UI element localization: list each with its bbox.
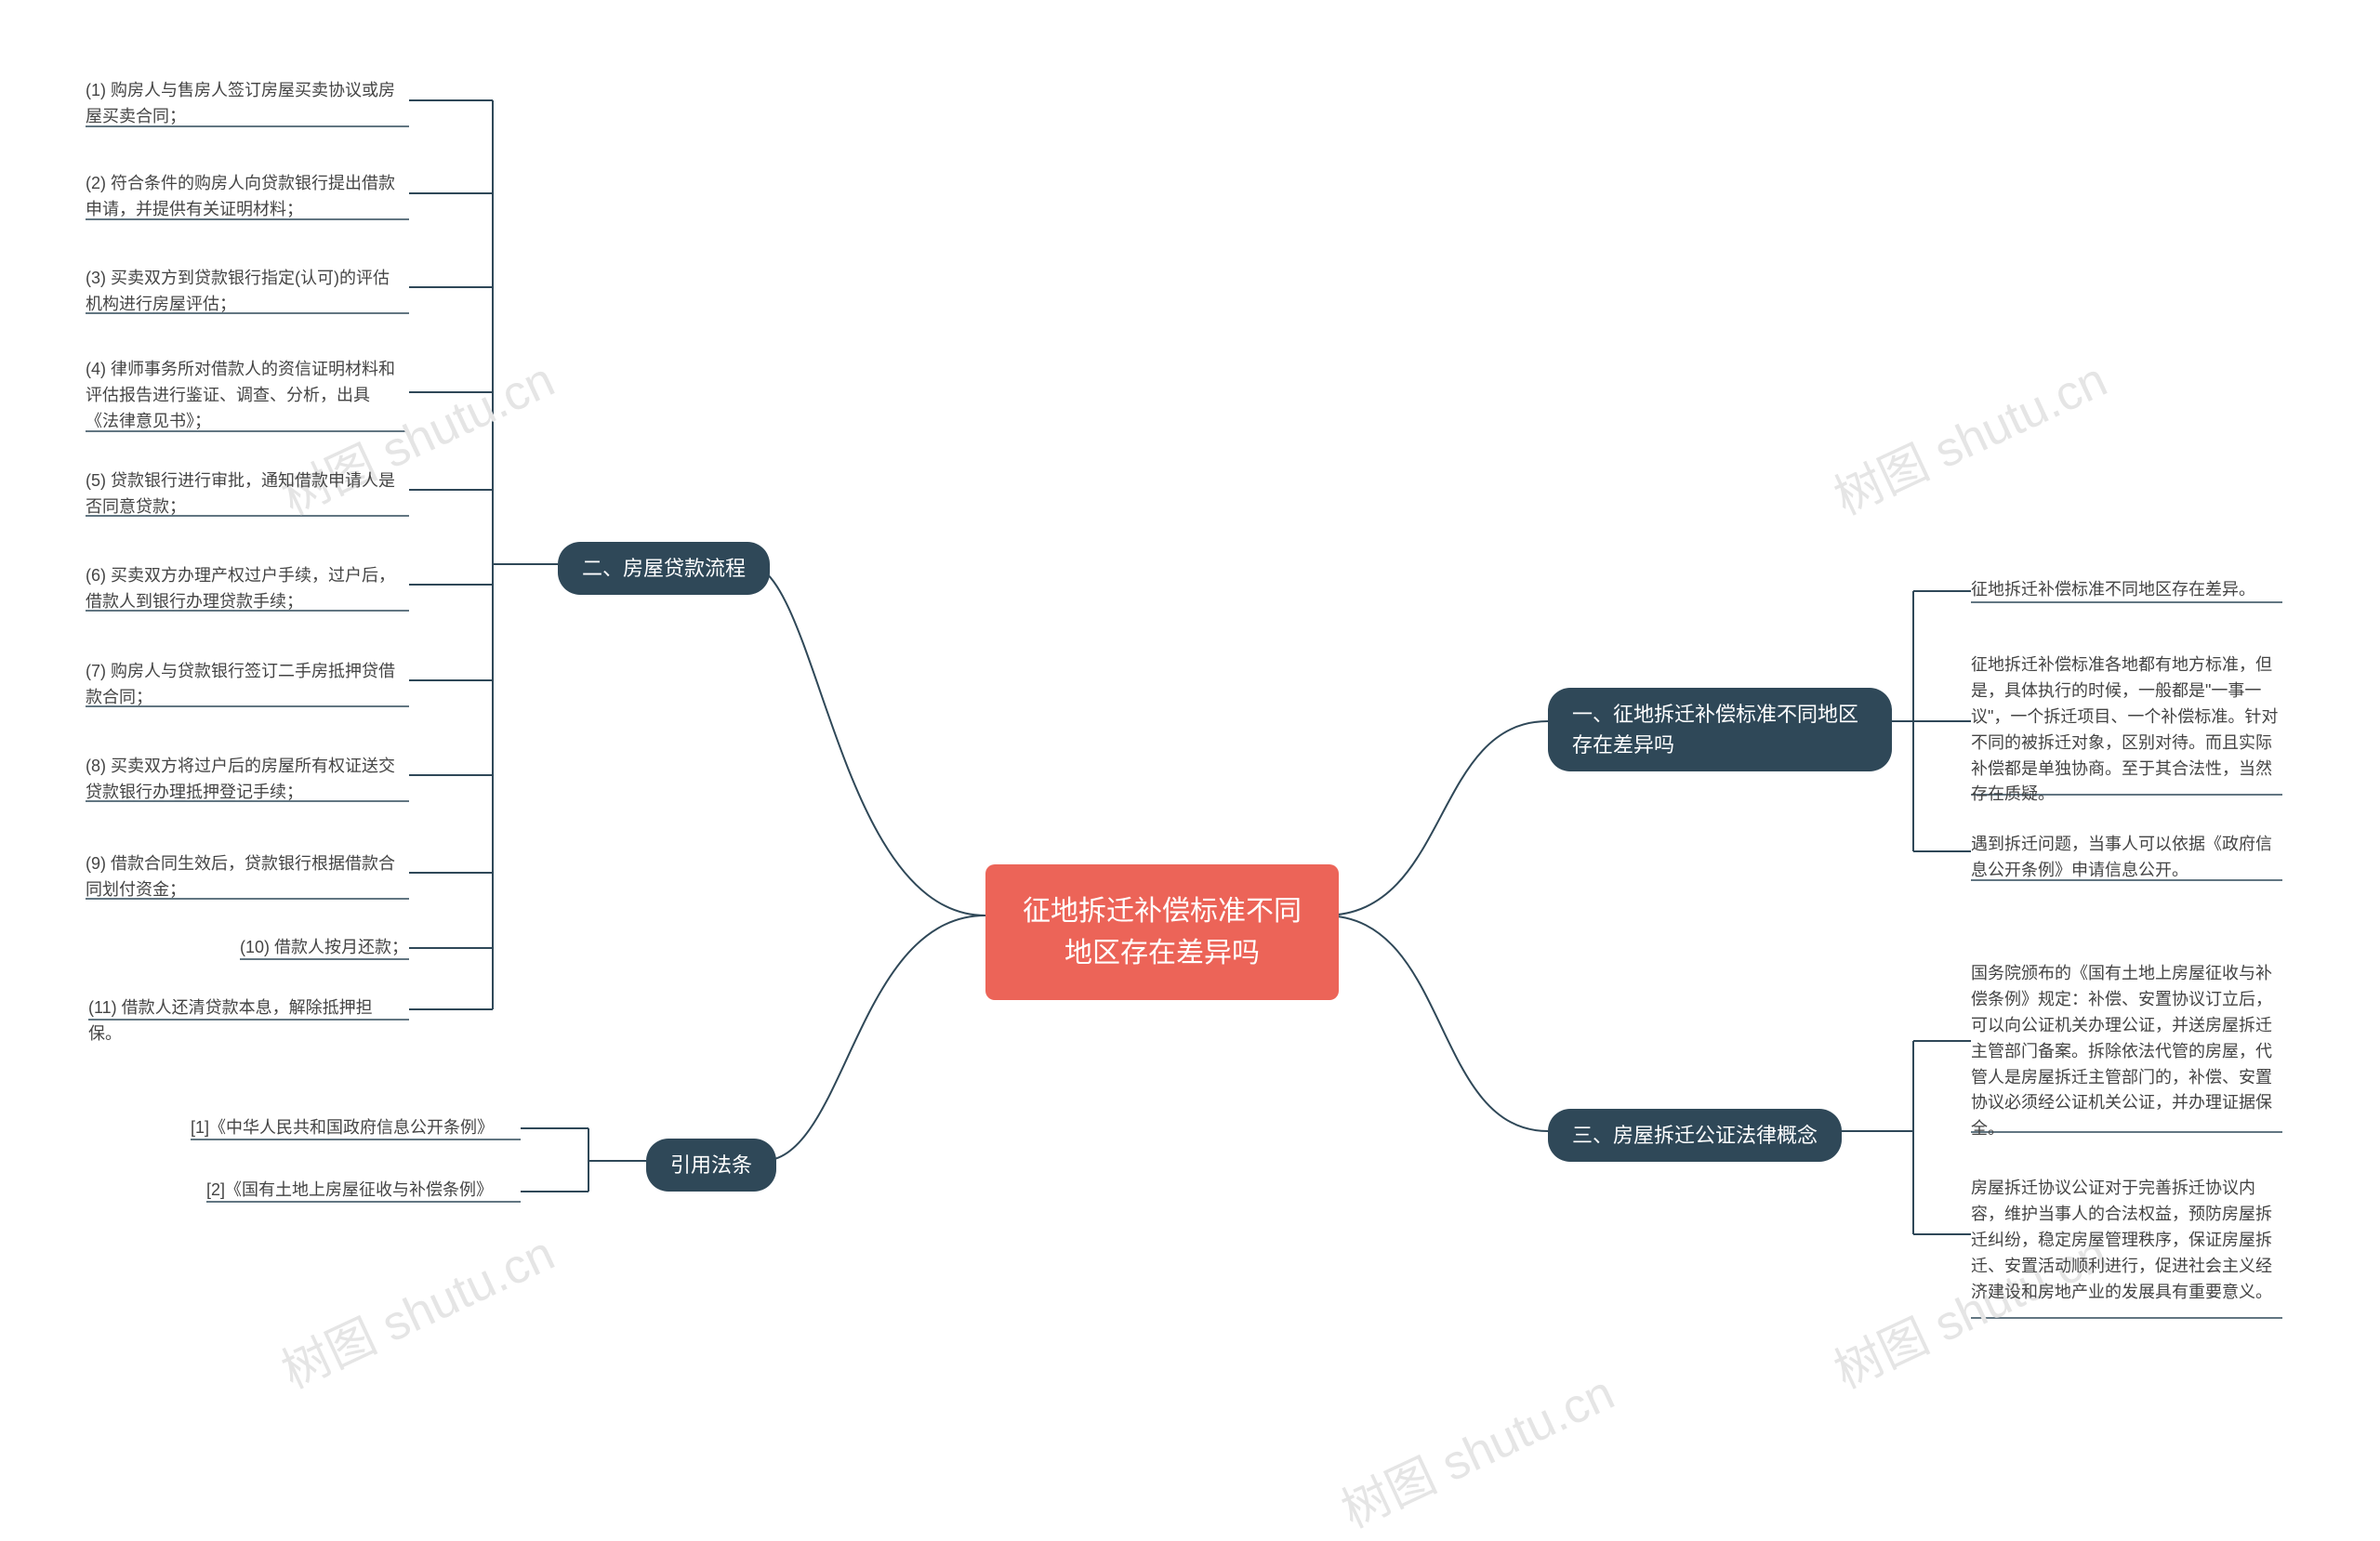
leaf-node: (6) 买卖双方办理产权过户手续，过户后，借款人到银行办理贷款手续； [86, 560, 402, 619]
leaf-node: [1]《中华人民共和国政府信息公开条例》 [191, 1112, 494, 1145]
watermark: 树图 shutu.cn [1821, 341, 2116, 528]
branch-node-1[interactable]: 一、征地拆迁补偿标准不同地区存在差异吗 [1548, 688, 1892, 771]
root-node[interactable]: 征地拆迁补偿标准不同地区存在差异吗 [985, 864, 1339, 1000]
leaf-node: (2) 符合条件的购房人向贷款银行提出借款申请，并提供有关证明材料； [86, 167, 402, 227]
watermark: 树图 shutu.cn [269, 1215, 563, 1402]
leaf-node: 征地拆迁补偿标准各地都有地方标准，但是，具体执行的时候，一般都是"一事一议"，一… [1971, 649, 2287, 811]
leaf-node: (8) 买卖双方将过户后的房屋所有权证送交贷款银行办理抵押登记手续； [86, 750, 402, 810]
leaf-node: (1) 购房人与售房人签订房屋买卖协议或房屋买卖合同； [86, 74, 402, 134]
branch-node-3[interactable]: 三、房屋拆迁公证法律概念 [1548, 1109, 1842, 1162]
leaf-node: 房屋拆迁协议公证对于完善拆迁协议内容，维护当事人的合法权益，预防房屋拆迁纠纷，稳… [1971, 1172, 2287, 1309]
leaf-node: 国务院颁布的《国有土地上房屋征收与补偿条例》规定：补偿、安置协议订立后，可以向公… [1971, 957, 2287, 1146]
leaf-node: [2]《国有土地上房屋征收与补偿条例》 [206, 1174, 493, 1207]
leaf-node: (3) 买卖双方到贷款银行指定(认可)的评估机构进行房屋评估； [86, 262, 402, 322]
branch-node-2[interactable]: 二、房屋贷款流程 [558, 542, 770, 595]
leaf-node: 征地拆迁补偿标准不同地区存在差异。 [1971, 573, 2255, 607]
watermark: 树图 shutu.cn [1329, 1354, 1623, 1541]
leaf-node: (5) 贷款银行进行审批，通知借款申请人是否同意贷款； [86, 465, 402, 524]
leaf-node: (10) 借款人按月还款； [240, 931, 408, 965]
leaf-node: (11) 借款人还清贷款本息，解除抵押担保。 [88, 992, 404, 1051]
leaf-node: (7) 购房人与贷款银行签订二手房抵押贷借款合同； [86, 655, 402, 715]
leaf-node: (9) 借款合同生效后，贷款银行根据借款合同划付资金； [86, 848, 402, 907]
leaf-node: 遇到拆迁问题，当事人可以依据《政府信息公开条例》申请信息公开。 [1971, 828, 2287, 888]
branch-node-4[interactable]: 引用法条 [646, 1139, 776, 1192]
leaf-node: (4) 律师事务所对借款人的资信证明材料和评估报告进行鉴证、调查、分析，出具《法… [86, 353, 402, 439]
